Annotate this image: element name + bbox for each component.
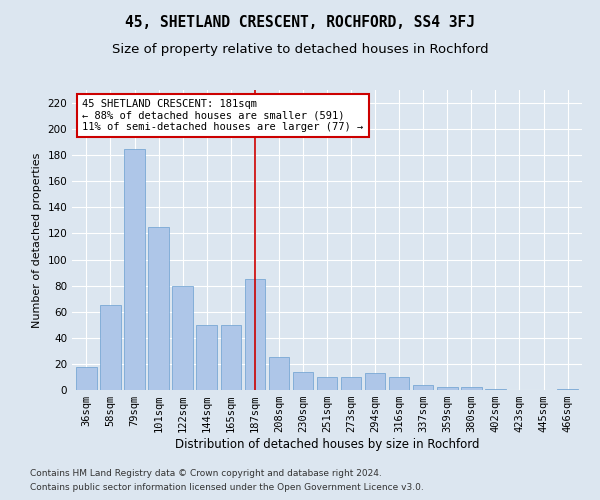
Bar [293,372,313,390]
Bar [365,373,385,390]
Bar [317,377,337,390]
Bar [221,325,241,390]
Text: Size of property relative to detached houses in Rochford: Size of property relative to detached ho… [112,42,488,56]
Text: 45, SHETLAND CRESCENT, ROCHFORD, SS4 3FJ: 45, SHETLAND CRESCENT, ROCHFORD, SS4 3FJ [125,15,475,30]
Bar [172,286,193,390]
Bar [196,325,217,390]
Text: Contains public sector information licensed under the Open Government Licence v3: Contains public sector information licen… [30,484,424,492]
Bar [389,377,409,390]
Bar [245,279,265,390]
Text: 45 SHETLAND CRESCENT: 181sqm
← 88% of detached houses are smaller (591)
11% of s: 45 SHETLAND CRESCENT: 181sqm ← 88% of de… [82,99,364,132]
Bar [148,227,169,390]
Bar [76,366,97,390]
Bar [341,377,361,390]
Bar [100,305,121,390]
X-axis label: Distribution of detached houses by size in Rochford: Distribution of detached houses by size … [175,438,479,451]
Bar [269,358,289,390]
Y-axis label: Number of detached properties: Number of detached properties [32,152,42,328]
Bar [485,388,506,390]
Bar [557,388,578,390]
Bar [413,385,433,390]
Bar [461,388,482,390]
Text: Contains HM Land Registry data © Crown copyright and database right 2024.: Contains HM Land Registry data © Crown c… [30,468,382,477]
Bar [437,388,458,390]
Bar [124,148,145,390]
